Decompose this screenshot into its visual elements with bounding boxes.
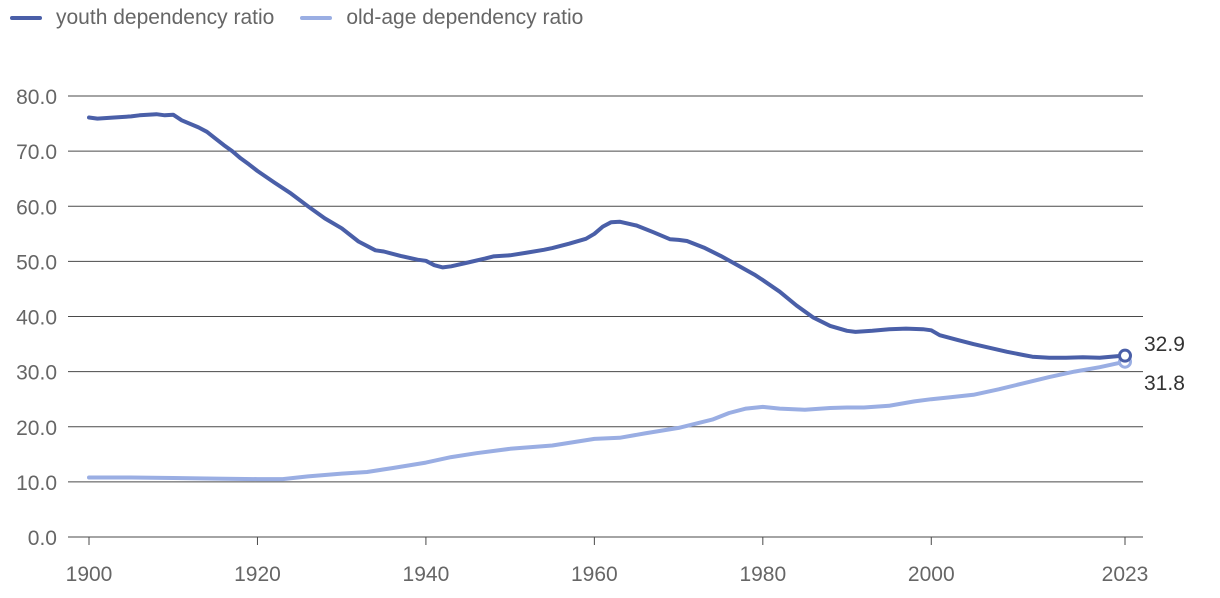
x-tick-label: 1960 <box>571 563 618 586</box>
y-tick-label: 80.0 <box>16 86 57 109</box>
legend-swatch-youth <box>10 16 42 20</box>
x-tick-label: 1980 <box>739 563 786 586</box>
y-tick-label: 10.0 <box>16 472 57 495</box>
legend-item-old-age[interactable]: old-age dependency ratio <box>300 6 583 30</box>
x-tick-label: 1900 <box>66 563 113 586</box>
series-line-old-age[interactable] <box>87 359 1127 482</box>
y-axis-ticks: 0.0 10.0 20.0 30.0 40.0 50.0 60.0 70.0 80.0 <box>16 86 57 550</box>
legend-item-youth[interactable]: youth dependency ratio <box>10 6 274 30</box>
legend-label-youth: youth dependency ratio <box>56 6 275 29</box>
end-marker-youth[interactable] <box>1118 348 1132 363</box>
y-tick-label: 30.0 <box>16 362 57 385</box>
y-tick-label: 40.0 <box>16 307 57 330</box>
y-tick-label: 50.0 <box>16 251 57 274</box>
y-tick-label: 70.0 <box>16 141 57 164</box>
end-markers: 32.9 31.8 <box>1118 333 1185 395</box>
x-axis-ticks: 1900 1920 1940 1960 1980 2000 2023 <box>66 537 1149 586</box>
gridlines <box>68 95 1143 538</box>
series-line-youth[interactable] <box>87 112 1127 360</box>
series-lines <box>87 112 1127 482</box>
legend: youth dependency ratio old-age dependenc… <box>10 4 583 32</box>
x-tick-label: 2023 <box>1102 563 1149 586</box>
end-label-old-age: 31.8 <box>1144 372 1185 395</box>
legend-swatch-old-age <box>300 16 333 20</box>
y-tick-label: 0.0 <box>28 527 57 550</box>
x-tick-label: 2000 <box>908 563 955 586</box>
end-label-youth: 32.9 <box>1144 333 1185 356</box>
y-tick-label: 60.0 <box>16 196 57 219</box>
y-tick-label: 20.0 <box>16 417 57 440</box>
x-tick-label: 1920 <box>234 563 281 586</box>
legend-label-old-age: old-age dependency ratio <box>346 6 584 29</box>
x-tick-label: 1940 <box>403 563 450 586</box>
